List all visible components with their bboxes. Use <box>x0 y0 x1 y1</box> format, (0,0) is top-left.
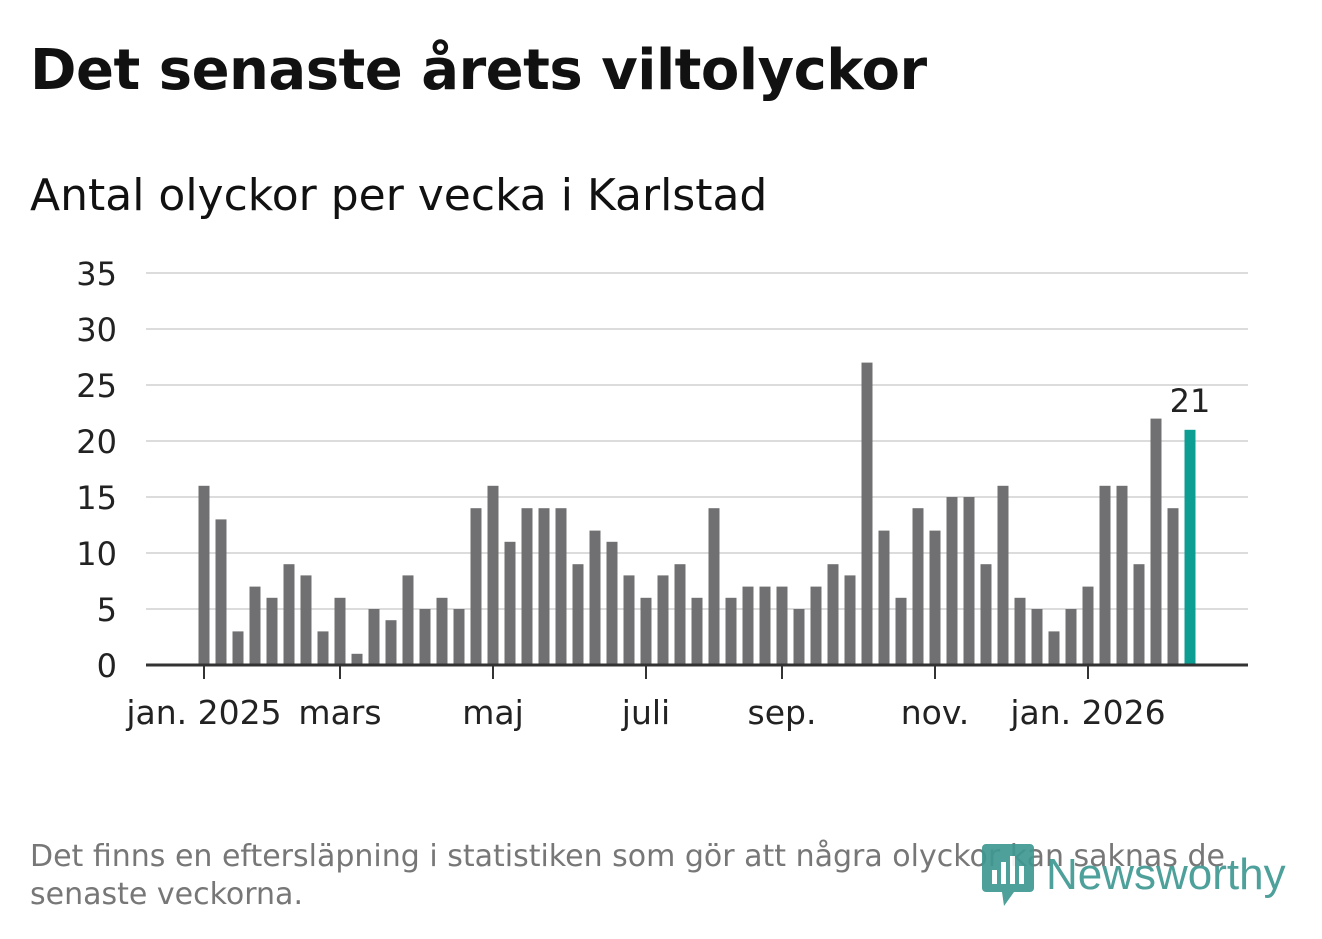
y-tick-label: 0 <box>97 647 117 685</box>
bar <box>334 597 346 665</box>
bar <box>606 541 618 665</box>
bar <box>470 508 482 665</box>
bar <box>504 541 516 665</box>
bar <box>521 508 533 665</box>
bar <box>810 586 822 665</box>
bar <box>997 485 1009 665</box>
chart-subtitle: Antal olyckor per vecka i Karlstad <box>30 170 768 221</box>
y-tick-label: 15 <box>76 479 117 517</box>
bar <box>963 497 975 665</box>
bar <box>249 586 261 665</box>
bar <box>1150 418 1162 665</box>
bar <box>283 564 295 665</box>
bar <box>725 597 737 665</box>
x-axis-ticks: jan. 2025 mars maj juli sep. nov. jan. 2026 <box>125 665 1166 732</box>
bar-highlight <box>1184 429 1196 665</box>
newsworthy-logo-icon <box>982 844 1034 906</box>
x-tick-label: jan. 2025 <box>125 693 281 732</box>
gridlines <box>146 272 1248 610</box>
bar <box>572 564 584 665</box>
bar <box>402 575 414 665</box>
bar <box>674 564 686 665</box>
bar <box>436 597 448 665</box>
bars <box>198 362 1196 665</box>
bar <box>640 597 652 665</box>
newsworthy-logo: Newsworthy <box>980 842 1286 908</box>
bar <box>385 620 397 665</box>
bar <box>895 597 907 665</box>
bar <box>980 564 992 665</box>
bar <box>1116 485 1128 665</box>
newsworthy-logo-text: Newsworthy <box>1046 850 1286 899</box>
y-tick-label: 35 <box>76 255 117 293</box>
x-tick-label: nov. <box>901 693 970 732</box>
bar <box>538 508 550 665</box>
bar <box>1048 631 1060 665</box>
bar <box>878 530 890 665</box>
bar <box>776 586 788 665</box>
bar <box>232 631 244 665</box>
bar <box>827 564 839 665</box>
x-tick-label: mars <box>298 693 381 732</box>
bar-chart: 0 5 10 15 20 25 30 35 jan. 2025 mars maj juli sep. n… <box>76 255 1248 732</box>
x-tick-label: juli <box>621 693 670 732</box>
bar <box>589 530 601 665</box>
bar <box>793 609 805 665</box>
y-tick-label: 10 <box>76 535 117 573</box>
bar <box>946 497 958 665</box>
bar <box>912 508 924 665</box>
bar <box>1099 485 1111 665</box>
bar <box>300 575 312 665</box>
bar <box>198 485 210 665</box>
bar <box>742 586 754 665</box>
bar <box>929 530 941 665</box>
bar <box>487 485 499 665</box>
bar <box>691 597 703 665</box>
bar <box>351 653 363 665</box>
bar <box>1065 609 1077 665</box>
bar <box>419 609 431 665</box>
chart-title: Det senaste årets viltolyckor <box>30 38 927 103</box>
y-axis-ticks: 0 5 10 15 20 25 30 35 <box>76 255 117 685</box>
bar <box>1014 597 1026 665</box>
bar <box>215 519 227 665</box>
y-tick-label: 20 <box>76 423 117 461</box>
data-label-latest: 21 <box>1170 382 1211 420</box>
bar <box>1082 586 1094 665</box>
bar <box>555 508 567 665</box>
bar <box>708 508 720 665</box>
bar <box>1133 564 1145 665</box>
bar <box>1031 609 1043 665</box>
bar <box>623 575 635 665</box>
bar <box>1167 508 1179 665</box>
x-tick-label: jan. 2026 <box>1009 693 1165 732</box>
y-tick-label: 5 <box>97 591 117 629</box>
y-tick-label: 25 <box>76 367 117 405</box>
bar <box>317 631 329 665</box>
bar <box>844 575 856 665</box>
bar <box>759 586 771 665</box>
bar <box>657 575 669 665</box>
bar <box>861 362 873 665</box>
x-tick-label: maj <box>462 693 524 732</box>
bar <box>453 609 465 665</box>
y-tick-label: 30 <box>76 311 117 349</box>
x-tick-label: sep. <box>748 693 817 732</box>
bar <box>266 597 278 665</box>
bar <box>368 609 380 665</box>
data-labels: 21 <box>1170 382 1211 420</box>
